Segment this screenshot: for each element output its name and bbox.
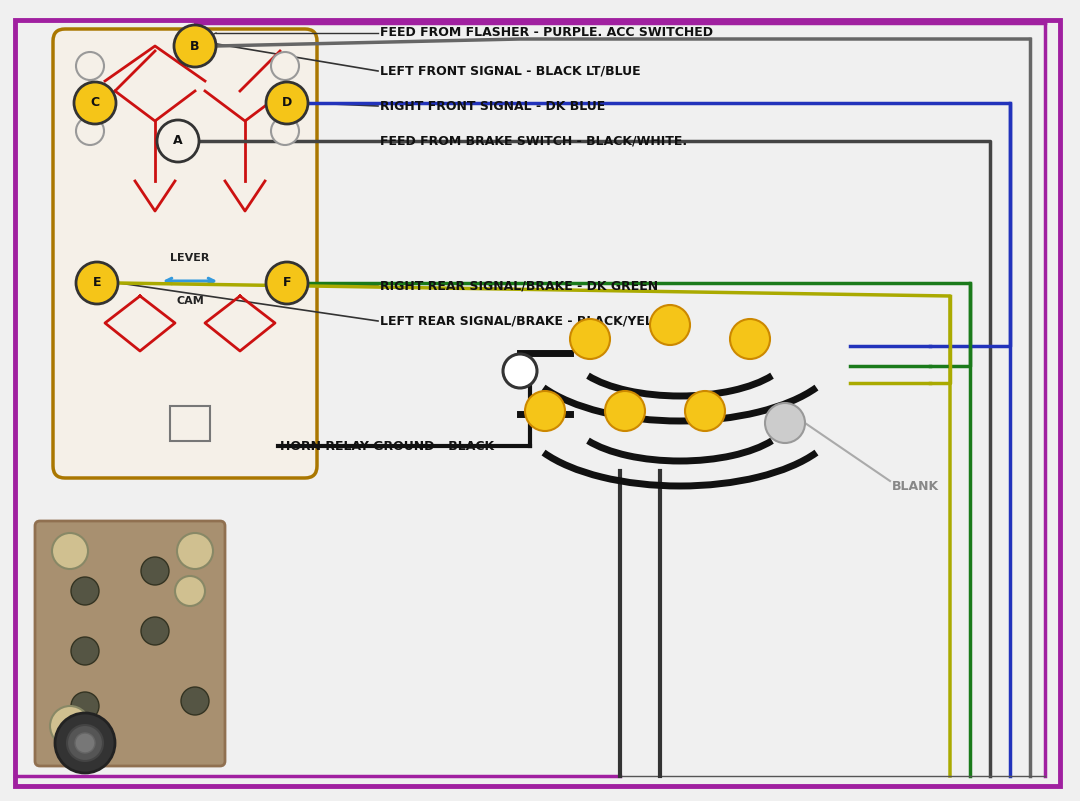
Text: LEFT REAR SIGNAL/BRAKE - BLACK/YELLOW: LEFT REAR SIGNAL/BRAKE - BLACK/YELLOW [380, 315, 685, 328]
Circle shape [141, 617, 168, 645]
FancyBboxPatch shape [53, 29, 318, 478]
Text: C: C [91, 96, 99, 110]
Circle shape [67, 725, 103, 761]
Text: LEFT FRONT SIGNAL - BLACK LT/BLUE: LEFT FRONT SIGNAL - BLACK LT/BLUE [380, 65, 640, 78]
Circle shape [71, 577, 99, 605]
Circle shape [71, 692, 99, 720]
Text: LEVER: LEVER [171, 253, 210, 263]
Text: F: F [283, 276, 292, 289]
FancyBboxPatch shape [35, 521, 225, 766]
Circle shape [605, 391, 645, 431]
Circle shape [50, 706, 90, 746]
Circle shape [266, 82, 308, 124]
Circle shape [730, 319, 770, 359]
Circle shape [181, 687, 210, 715]
Circle shape [174, 25, 216, 67]
Circle shape [141, 557, 168, 585]
Circle shape [76, 52, 104, 80]
Text: FEED FROM BRAKE SWITCH - BLACK/WHITE.: FEED FROM BRAKE SWITCH - BLACK/WHITE. [380, 135, 687, 147]
Text: E: E [93, 276, 102, 289]
Text: A: A [173, 135, 183, 147]
Circle shape [525, 391, 565, 431]
Circle shape [503, 354, 537, 388]
Circle shape [55, 713, 114, 773]
Text: D: D [282, 96, 292, 110]
Circle shape [52, 533, 87, 569]
Circle shape [271, 117, 299, 145]
Text: RIGHT FRONT SIGNAL - DK BLUE: RIGHT FRONT SIGNAL - DK BLUE [380, 99, 605, 112]
Circle shape [76, 262, 118, 304]
Circle shape [157, 120, 199, 162]
Text: BLANK: BLANK [892, 480, 940, 493]
Circle shape [266, 262, 308, 304]
Text: RIGHT REAR SIGNAL/BRAKE - DK GREEN: RIGHT REAR SIGNAL/BRAKE - DK GREEN [380, 280, 658, 292]
Circle shape [765, 403, 805, 443]
Text: HORN RELAY GROUND - BLACK: HORN RELAY GROUND - BLACK [280, 440, 495, 453]
Circle shape [71, 637, 99, 665]
Circle shape [650, 305, 690, 345]
Text: B: B [190, 39, 200, 53]
Circle shape [75, 733, 95, 753]
Circle shape [175, 576, 205, 606]
Bar [170, 406, 210, 441]
Text: CAM: CAM [176, 296, 204, 306]
Circle shape [177, 533, 213, 569]
Text: FEED FROM FLASHER - PURPLE. ACC SWITCHED: FEED FROM FLASHER - PURPLE. ACC SWITCHED [380, 26, 713, 39]
Circle shape [76, 117, 104, 145]
Circle shape [570, 319, 610, 359]
Circle shape [75, 82, 116, 124]
Circle shape [271, 52, 299, 80]
Circle shape [685, 391, 725, 431]
